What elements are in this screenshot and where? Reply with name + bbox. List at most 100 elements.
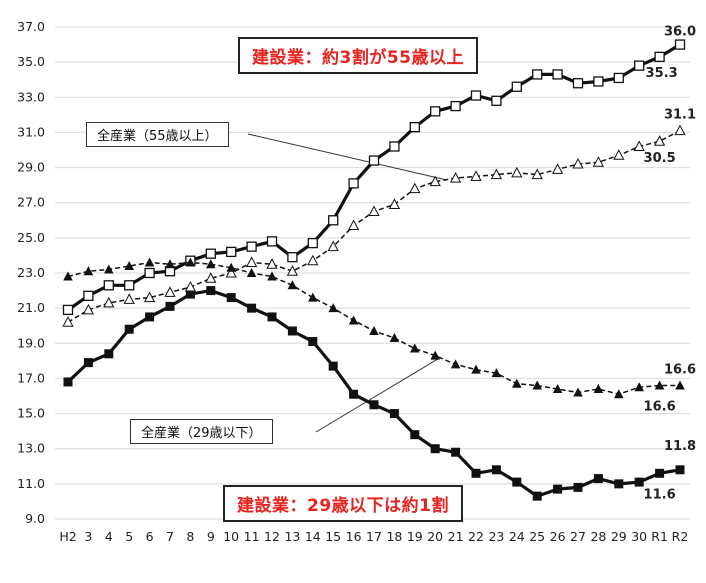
series-line-cons55 xyxy=(67,43,681,312)
data-point-cons55 xyxy=(144,267,155,279)
x-tick-label: 27 xyxy=(570,529,586,544)
x-tick-label: 21 xyxy=(448,529,464,544)
data-point-all29 xyxy=(185,257,196,267)
data-point-all55 xyxy=(531,168,543,180)
x-tick-label: R1 xyxy=(651,529,668,544)
x-tick-label: 17 xyxy=(366,529,382,544)
data-point-cons29 xyxy=(614,479,624,489)
data-point-cons55 xyxy=(593,76,604,87)
data-point-cons55 xyxy=(124,280,135,291)
data-point-all55 xyxy=(164,286,176,297)
data-point-cons29 xyxy=(512,477,522,487)
data-point-all55 xyxy=(103,296,115,308)
data-point-all55 xyxy=(388,198,401,209)
data-point-cons29 xyxy=(145,312,155,322)
data-label: 35.3 xyxy=(646,66,678,81)
x-tick-label: 4 xyxy=(105,529,113,544)
x-tick-label: 24 xyxy=(509,529,525,544)
construction-29-title: 建設業：29歳以下は約1割 xyxy=(223,485,463,522)
data-point-cons55 xyxy=(246,241,257,252)
data-point-all55 xyxy=(470,170,482,181)
y-tick-label: 11.0 xyxy=(17,476,45,491)
data-point-all29 xyxy=(389,333,400,343)
data-point-all55 xyxy=(286,265,299,276)
data-label: 16.6 xyxy=(664,362,696,377)
data-point-all29 xyxy=(287,280,298,290)
data-point-cons55 xyxy=(226,246,237,258)
data-point-cons55 xyxy=(552,69,563,80)
data-point-cons55 xyxy=(348,178,359,189)
data-point-cons29 xyxy=(675,465,685,475)
data-point-all55 xyxy=(674,124,686,136)
x-tick-label: 11 xyxy=(244,529,260,544)
all-industries-29-label: 全産業（29歳以下） xyxy=(130,419,273,444)
data-point-cons29 xyxy=(226,293,236,303)
x-tick-label: 12 xyxy=(264,529,280,544)
x-tick-label: 14 xyxy=(305,529,321,544)
data-point-cons55 xyxy=(287,252,298,263)
data-point-cons29 xyxy=(104,349,114,359)
all-industries-55-label: 全産業（55歳以上） xyxy=(86,122,229,147)
data-point-cons55 xyxy=(572,78,584,89)
data-point-cons29 xyxy=(206,286,216,296)
data-point-all55 xyxy=(245,256,258,267)
x-tick-label: 26 xyxy=(550,529,566,544)
data-point-all29 xyxy=(512,378,522,388)
data-point-all29 xyxy=(430,350,440,360)
data-point-all29 xyxy=(675,380,685,390)
y-tick-label: 35.0 xyxy=(17,54,45,69)
data-point-cons55 xyxy=(613,72,624,84)
data-point-cons29 xyxy=(267,312,277,322)
x-tick-label: 3 xyxy=(84,529,92,544)
data-point-all55 xyxy=(266,258,278,269)
data-point-all29 xyxy=(348,315,359,325)
x-tick-label: 20 xyxy=(427,529,443,544)
data-point-all29 xyxy=(226,262,236,272)
leader-line-55 xyxy=(247,133,446,181)
data-point-all29 xyxy=(634,382,644,392)
data-point-cons29 xyxy=(451,447,461,457)
data-point-cons29 xyxy=(553,484,563,494)
y-axis: 9.0 11.0 13.0 15.0 17.0 19.0 21.0 23.0 25.0 27.0 2… xyxy=(17,19,45,526)
data-label: 11.8 xyxy=(664,439,696,454)
series-line-cons29 xyxy=(66,288,681,498)
data-point-all29 xyxy=(491,368,502,378)
data-point-all55 xyxy=(633,140,645,151)
data-point-cons55 xyxy=(634,60,645,71)
data-point-all55 xyxy=(653,135,666,146)
data-point-all55 xyxy=(511,166,523,178)
data-point-cons55 xyxy=(430,106,441,117)
data-point-all29 xyxy=(450,359,461,369)
construction-55-title: 建設業：約3割が55歳以上 xyxy=(238,37,478,74)
y-tick-label: 17.0 xyxy=(17,370,45,385)
callout-leaders xyxy=(247,133,446,433)
data-label: 11.6 xyxy=(644,487,676,502)
leader-line-29 xyxy=(315,357,441,433)
y-tick-label: 31.0 xyxy=(17,124,45,139)
data-point-cons29 xyxy=(532,491,542,501)
data-point-cons55 xyxy=(266,236,278,247)
data-point-all55 xyxy=(82,303,95,315)
data-point-cons55 xyxy=(532,69,543,80)
data-point-all55 xyxy=(225,266,237,278)
data-point-all29 xyxy=(573,387,583,397)
x-tick-label: 5 xyxy=(125,529,133,544)
data-point-all55 xyxy=(592,156,605,167)
data-point-all29 xyxy=(267,271,277,281)
data-point-all29 xyxy=(369,325,379,335)
data-point-all29 xyxy=(593,383,604,393)
x-tick-label: 28 xyxy=(590,529,606,544)
data-point-cons55 xyxy=(654,51,665,63)
data-point-all55 xyxy=(572,157,584,169)
data-point-cons29 xyxy=(63,377,73,387)
data-point-cons29 xyxy=(573,482,583,492)
x-tick-label: 29 xyxy=(611,529,627,544)
x-tick-label: 25 xyxy=(529,529,545,544)
x-tick-label: 15 xyxy=(325,529,341,544)
data-point-all29 xyxy=(614,389,624,399)
series-layer xyxy=(62,39,686,501)
data-point-all55 xyxy=(368,205,380,216)
y-tick-label: 23.0 xyxy=(17,265,45,280)
data-point-cons55 xyxy=(470,90,482,101)
data-point-cons29 xyxy=(593,474,603,484)
